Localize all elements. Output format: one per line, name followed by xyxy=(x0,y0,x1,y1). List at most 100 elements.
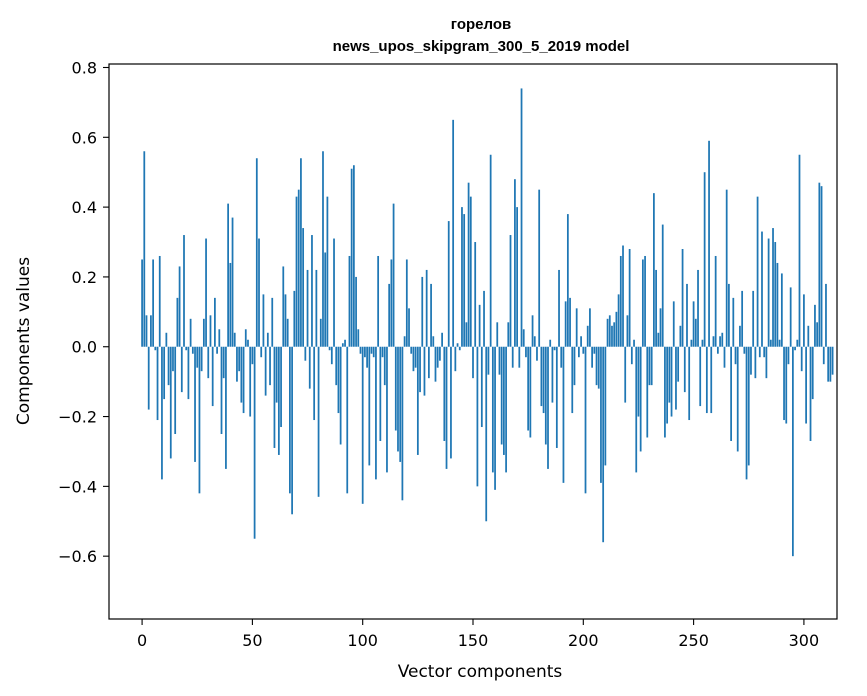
bar-217 xyxy=(619,255,622,347)
plot-frame xyxy=(108,63,838,620)
bar-31 xyxy=(209,315,212,347)
x-tick-label: 300 xyxy=(789,631,820,650)
bar-131 xyxy=(430,283,432,347)
bar-67 xyxy=(289,346,291,494)
bar-146 xyxy=(463,214,466,347)
bar-108 xyxy=(379,346,382,441)
bar-45 xyxy=(240,346,243,403)
bar-124 xyxy=(414,346,417,368)
bar-87 xyxy=(333,238,335,347)
bar-236 xyxy=(661,224,664,347)
bar-140 xyxy=(450,346,452,459)
bar-310 xyxy=(825,283,827,347)
bar-248 xyxy=(688,346,691,421)
bar-250 xyxy=(692,301,695,347)
bar-70 xyxy=(295,196,298,347)
bar-303 xyxy=(809,346,812,441)
bar-25 xyxy=(196,346,199,368)
bar-2 xyxy=(145,315,148,347)
bar-180 xyxy=(538,189,541,347)
bar-173 xyxy=(522,329,525,347)
bar-92 xyxy=(344,339,346,347)
bar-30 xyxy=(207,346,210,379)
y-tick-label: 0.8 xyxy=(72,58,97,77)
bar-300 xyxy=(803,294,805,347)
bar-308 xyxy=(820,186,823,347)
bar-82 xyxy=(322,151,324,347)
bar-42 xyxy=(233,332,236,347)
bar-4 xyxy=(150,315,152,347)
bar-288 xyxy=(776,262,779,347)
bar-128 xyxy=(423,346,426,396)
bar-73 xyxy=(302,228,305,347)
bar-63 xyxy=(280,346,282,428)
bar-226 xyxy=(639,346,642,452)
bar-151 xyxy=(474,242,477,347)
bar-244 xyxy=(679,325,682,347)
bar-287 xyxy=(774,242,777,347)
bar-208 xyxy=(600,346,602,483)
x-tick-label: 200 xyxy=(568,631,599,650)
bar-232 xyxy=(653,193,655,347)
bar-163 xyxy=(500,346,503,445)
bar-312 xyxy=(829,346,832,382)
bar-157 xyxy=(487,346,490,375)
x-tick-label: 50 xyxy=(242,631,262,650)
bar-290 xyxy=(780,273,783,347)
bar-90 xyxy=(339,346,342,445)
bar-111 xyxy=(386,346,388,473)
bar-222 xyxy=(630,346,633,365)
bar-294 xyxy=(789,287,792,347)
bar-141 xyxy=(452,119,455,347)
bar-295 xyxy=(792,346,794,557)
bar-68 xyxy=(291,346,293,515)
bar-296 xyxy=(794,346,796,351)
bar-138 xyxy=(445,346,448,469)
bar-256 xyxy=(705,346,708,414)
bar-50 xyxy=(251,346,254,365)
bar-5 xyxy=(152,259,154,347)
bar-97 xyxy=(355,276,357,347)
bar-170 xyxy=(516,207,518,347)
bar-282 xyxy=(763,346,766,358)
bar-280 xyxy=(758,346,761,358)
bar-213 xyxy=(611,325,613,347)
bar-245 xyxy=(681,249,684,347)
bar-22 xyxy=(189,318,192,347)
bar-188 xyxy=(555,346,558,448)
bar-148 xyxy=(467,182,470,347)
bar-143 xyxy=(456,343,459,347)
bar-77 xyxy=(311,235,313,347)
bar-127 xyxy=(421,276,424,347)
bar-18 xyxy=(180,346,183,393)
bar-185 xyxy=(549,339,552,347)
y-tick-label: 0.0 xyxy=(72,338,97,357)
bar-252 xyxy=(697,269,699,347)
y-tick-label: 0.6 xyxy=(72,128,97,147)
bar-116 xyxy=(397,346,399,452)
bar-11 xyxy=(165,332,168,347)
bar-136 xyxy=(441,332,443,347)
bar-161 xyxy=(496,322,499,347)
bar-220 xyxy=(626,315,629,347)
bar-176 xyxy=(529,346,532,438)
bar-61 xyxy=(275,346,278,403)
bar-26 xyxy=(198,346,201,494)
bar-113 xyxy=(390,259,393,347)
bar-122 xyxy=(410,346,413,354)
bar-56 xyxy=(264,346,267,396)
bar-187 xyxy=(553,346,556,351)
bar-251 xyxy=(694,318,697,347)
y-tick-label: 0.4 xyxy=(72,198,97,217)
bar-155 xyxy=(483,290,485,347)
bar-258 xyxy=(710,346,713,414)
bar-66 xyxy=(286,318,289,347)
bar-191 xyxy=(562,346,565,483)
bar-46 xyxy=(242,346,245,414)
bar-32 xyxy=(211,346,214,407)
bar-285 xyxy=(769,339,772,347)
y-tick-label: −0.6 xyxy=(58,547,97,566)
bar-297 xyxy=(796,339,799,347)
bar-215 xyxy=(615,311,618,347)
